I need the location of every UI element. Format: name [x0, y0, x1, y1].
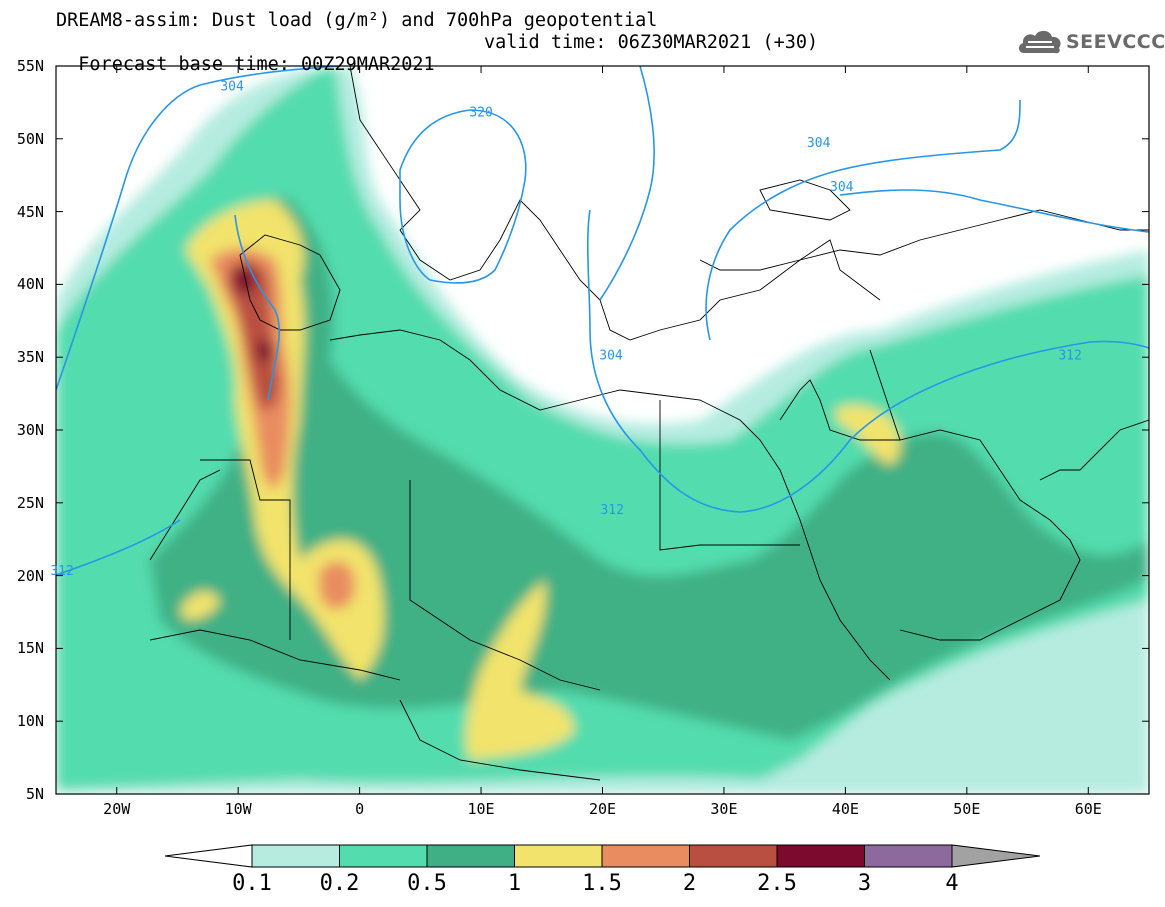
lat-tick-label: 50N	[16, 129, 44, 148]
colorbar-label: 0.1	[232, 871, 272, 896]
colorbar-label: 1	[507, 871, 522, 896]
lon-tick-label: 10W	[224, 800, 252, 818]
contour-label: 312	[50, 564, 73, 579]
base-time: Forecast base time: 00Z29MAR2021	[78, 54, 435, 75]
colorbar-label: 0.2	[319, 871, 360, 896]
seevccc-logo: SEEVCCC	[1016, 26, 1165, 60]
contour-label: 312	[1058, 349, 1081, 364]
contour-label: 312	[600, 503, 623, 518]
lat-tick-label: 10N	[16, 712, 44, 731]
lat-tick-label: 45N	[16, 202, 44, 221]
chart-title: DREAM8-assim: Dust load (g/m²) and 700hP…	[56, 10, 658, 31]
lon-tick-label: 20W	[103, 800, 131, 818]
lat-tick-label: 35N	[16, 348, 44, 367]
contour-label: 304	[599, 349, 623, 364]
lon-tick-label: 40E	[831, 800, 859, 818]
geopotential-contours	[56, 66, 1149, 576]
colorbar-label: 0.5	[407, 871, 447, 896]
colorbar-label: 4	[945, 871, 959, 896]
lon-tick-label: 20E	[588, 800, 617, 818]
colorbar-label: 1.5	[582, 871, 622, 896]
colorbar-label: 3	[857, 871, 872, 896]
lat-tick-label: 30N	[16, 421, 44, 439]
lon-tick-label: 50E	[953, 800, 981, 818]
lat-tick-label: 15N	[16, 639, 44, 658]
lat-tick-label: 20N	[16, 566, 44, 585]
lon-tick-label: 10E	[467, 800, 495, 818]
lat-tick-label: 55N	[16, 57, 44, 75]
base-time-line: Forecast base time: 00Z29MAR2021 valid t…	[56, 32, 818, 98]
lat-tick-label: 25N	[16, 493, 44, 512]
lon-tick-label: 30E	[710, 800, 738, 818]
logo-text: SEEVCCC	[1066, 31, 1165, 53]
colorbar-label: 2	[682, 871, 697, 896]
contour-label: 304	[220, 79, 244, 94]
lon-tick-label: 0	[355, 800, 365, 818]
lon-tick-label: 60E	[1074, 800, 1102, 818]
cloud-icon	[1018, 30, 1061, 54]
valid-time: valid time: 06Z30MAR2021 (+30)	[484, 32, 819, 53]
lat-tick-label: 40N	[16, 275, 44, 294]
dust-field	[56, 66, 1149, 794]
lat-tick-label: 5N	[25, 785, 44, 803]
contour-label: 320	[469, 106, 492, 121]
colorbar-label: 2.5	[757, 871, 797, 896]
contour-label: 304	[807, 136, 831, 151]
contour-label: 304	[830, 180, 854, 195]
